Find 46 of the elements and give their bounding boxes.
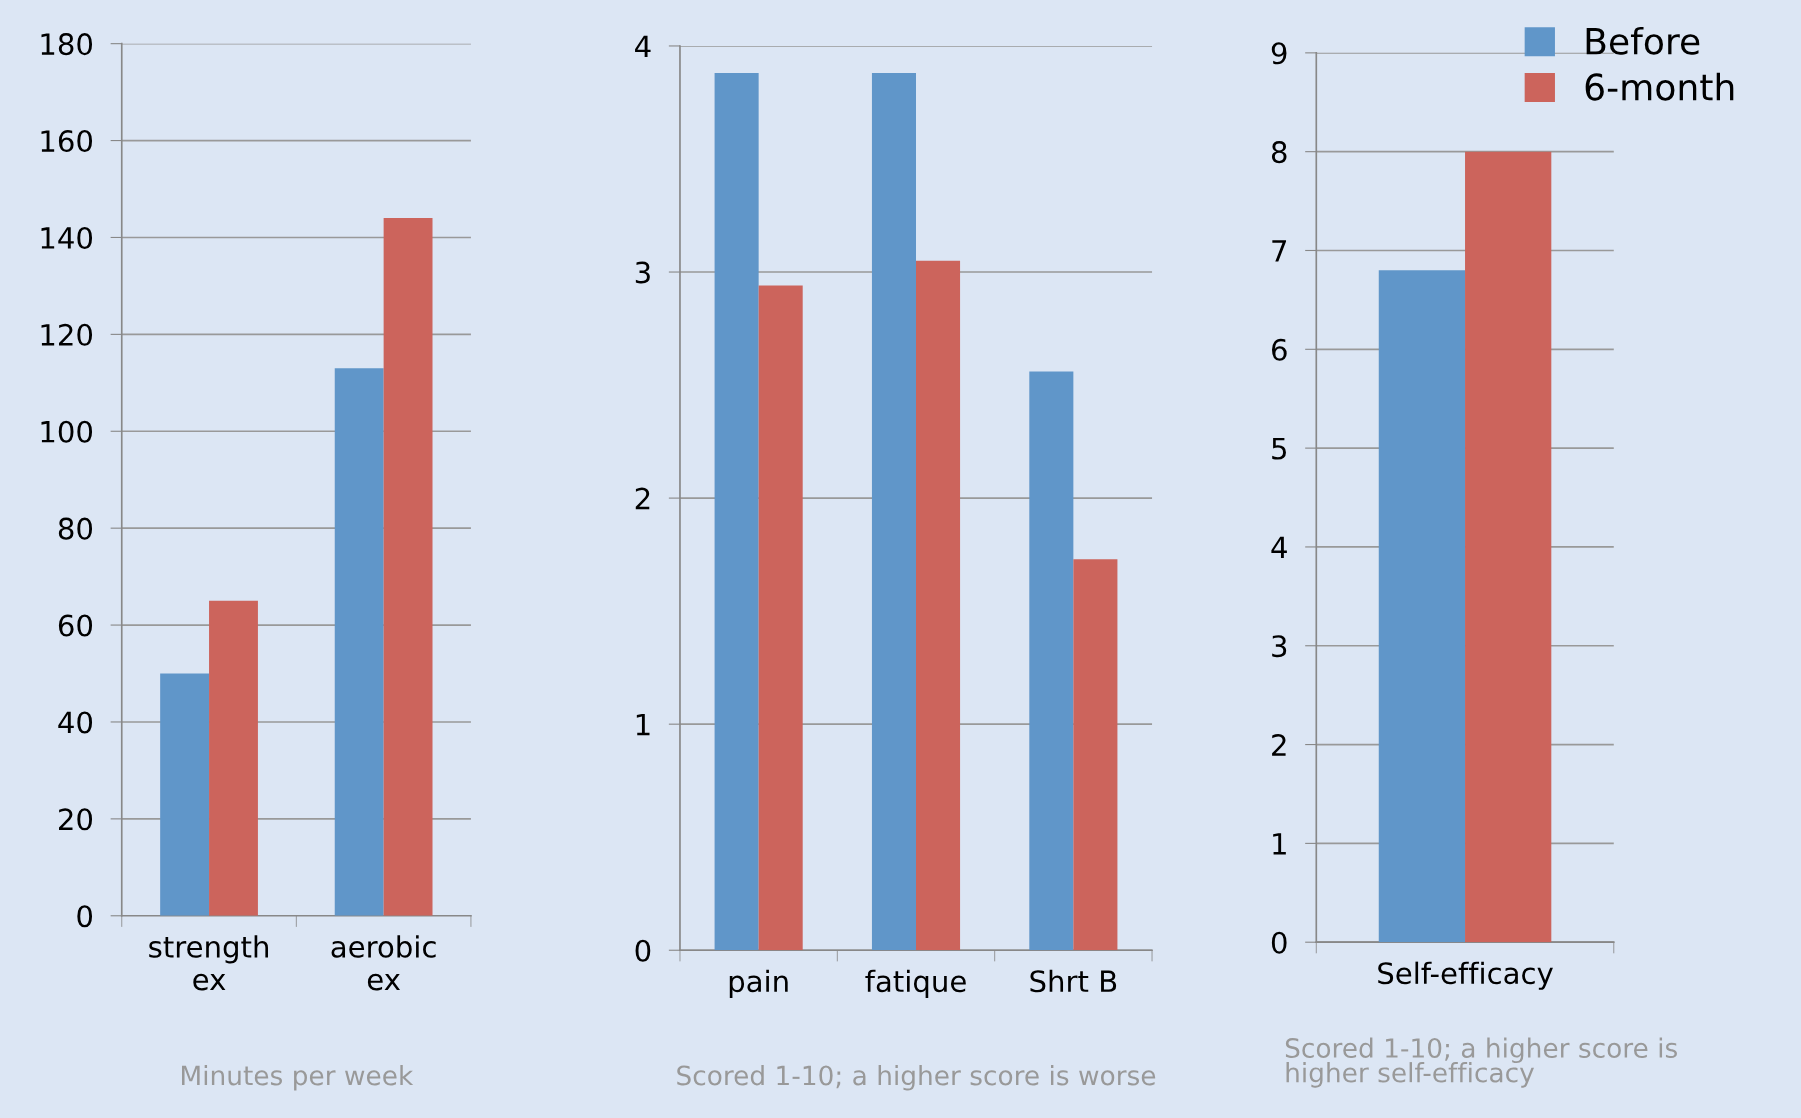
y-tick-label: 7 — [1272, 240, 1287, 262]
y-tick-label: 140 — [41, 226, 93, 249]
bar — [1029, 371, 1074, 951]
y-tick-label: 160 — [41, 130, 93, 153]
y-tick-label: 60 — [58, 614, 93, 637]
x-tick-label: fatique — [865, 969, 966, 998]
legend-label: 6-month — [1585, 72, 1734, 101]
y-tick-label: 4 — [635, 35, 651, 58]
y-tick-label: 6 — [1271, 338, 1287, 361]
y-tick-label: 9 — [1271, 42, 1287, 65]
bar — [916, 260, 961, 951]
bar — [160, 673, 210, 916]
text: Scored 1-10; a higher score is worse — [677, 1065, 1156, 1091]
y-tick-label: 80 — [58, 517, 93, 540]
y-tick-label: 1 — [1273, 833, 1286, 855]
y-tick-label: 2 — [635, 487, 650, 510]
y-tick-label: 1 — [636, 713, 650, 736]
y-tick-label: 4 — [1271, 536, 1287, 559]
bar — [383, 218, 433, 916]
x-tick-label: aerobic ex — [331, 935, 436, 991]
legend-label: Before — [1586, 26, 1700, 55]
y-tick-label: 3 — [1272, 635, 1287, 658]
y-tick-label: 8 — [1271, 141, 1287, 164]
text: Scored 1-10; a higher score is higher self-efficacy — [1285, 1037, 1677, 1088]
x-tick-label: Shrt B — [1030, 969, 1117, 993]
text: Minutes per week — [182, 1065, 414, 1091]
y-tick-label: 0 — [1271, 931, 1287, 954]
bar — [871, 73, 917, 951]
y-tick-label: 2 — [1272, 734, 1286, 756]
y-tick-label: 5 — [1272, 437, 1286, 460]
y-tick-label: 0 — [77, 905, 93, 928]
bar — [1073, 559, 1118, 951]
x-tick-label: Self-efficacy — [1378, 961, 1553, 990]
y-tick-label: 120 — [41, 323, 93, 346]
bar — [714, 73, 759, 951]
y-tick-label: 20 — [59, 808, 93, 831]
y-tick-label: 3 — [635, 261, 650, 284]
y-tick-label: 180 — [41, 33, 93, 56]
x-tick-label: pain — [729, 969, 788, 998]
y-tick-label: 100 — [41, 420, 93, 443]
bar — [209, 600, 258, 916]
bar — [758, 285, 803, 951]
y-tick-label: 0 — [635, 939, 651, 962]
y-tick-label: 40 — [58, 711, 93, 734]
x-tick-label: strength ex — [149, 935, 268, 991]
bar — [334, 368, 384, 916]
